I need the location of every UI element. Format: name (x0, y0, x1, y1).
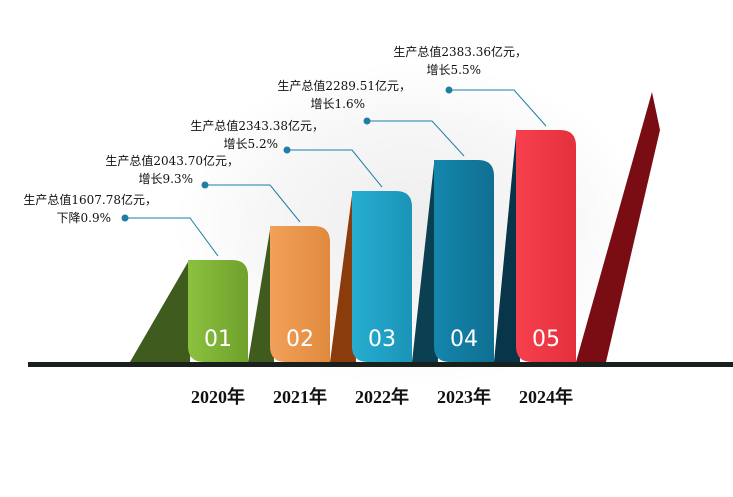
data-label-value: 生产总值2383.36亿元， (393, 44, 527, 59)
annotation-dot (363, 117, 371, 125)
annotation-leader-line (449, 89, 547, 127)
data-label-value: 生产总值2043.70亿元， (105, 153, 239, 168)
data-label-change: 下降0.9% (57, 211, 112, 225)
bar-side-face (248, 230, 274, 362)
data-label-change: 增长5.5% (427, 63, 482, 77)
annotation-leader-line (205, 184, 301, 223)
bar-side-face (330, 195, 356, 362)
baseline (28, 362, 733, 367)
bar (188, 260, 248, 362)
x-tick-label: 2020年 (191, 386, 245, 407)
bar-side-face (412, 164, 438, 362)
x-tick-label: 2023年 (437, 386, 491, 407)
data-label-change: 增长5.2% (224, 137, 279, 151)
bar (516, 130, 576, 362)
data-label-value: 生产总值2343.38亿元， (190, 118, 324, 133)
x-tick-label: 2022年 (355, 386, 409, 407)
bar-side-face (576, 92, 660, 362)
annotation-dot (283, 146, 291, 154)
bar-side-face (494, 134, 520, 362)
bar (434, 160, 494, 362)
data-label-change: 增长9.3% (139, 172, 194, 186)
annotation-leader-line (287, 149, 383, 188)
x-tick-label: 2024年 (519, 386, 573, 407)
data-label-change: 增长1.6% (311, 97, 366, 111)
bar-badge-label: 04 (450, 327, 478, 352)
annotation-dot (121, 214, 129, 222)
bar-side-face (130, 262, 192, 362)
annotation-dot (201, 181, 209, 189)
bar-badge-label: 02 (286, 327, 314, 352)
annotation-leader-line (125, 217, 219, 257)
data-label-value: 生产总值2289.51亿元， (277, 78, 411, 93)
bar-badge-label: 03 (368, 327, 396, 352)
data-label-value: 生产总值1607.78亿元， (23, 192, 157, 207)
annotation-dot (445, 86, 453, 94)
bar (270, 226, 330, 362)
annotation-leader-line (367, 120, 465, 157)
bar-badge-label: 01 (204, 327, 232, 352)
x-tick-label: 2021年 (273, 386, 327, 407)
bar (352, 191, 412, 362)
bar-badge-label: 05 (532, 327, 560, 352)
